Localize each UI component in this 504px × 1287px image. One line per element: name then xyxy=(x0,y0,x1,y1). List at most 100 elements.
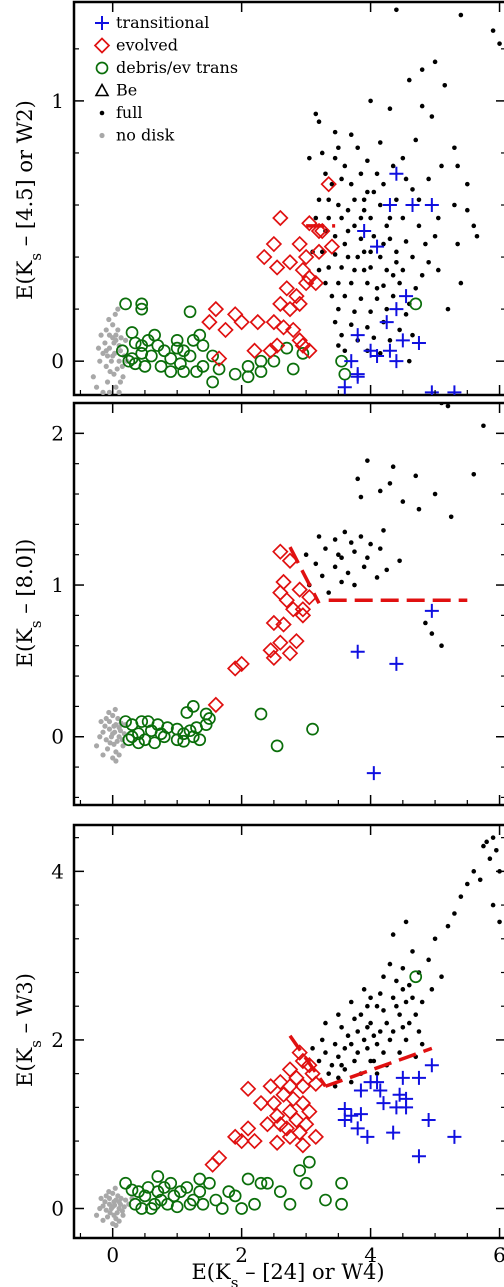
point-full-bottom-58 xyxy=(352,1058,357,1064)
x-axis-label-sub: s xyxy=(231,1274,239,1287)
point-full-top-65 xyxy=(332,252,338,257)
point-evolved-bottom-31 xyxy=(204,1156,221,1173)
point-full-top-16 xyxy=(377,140,383,145)
point-debris-middle-29 xyxy=(190,721,203,734)
point-full-top-135 xyxy=(365,158,370,164)
point-nodisk-top-3 xyxy=(116,358,122,364)
point-evolved-bottom-8 xyxy=(239,1080,257,1098)
point-evolved-bottom-16 xyxy=(294,1094,312,1112)
legend-marker-nodisk xyxy=(99,132,105,139)
point-full-top-27 xyxy=(439,163,444,169)
point-full-middle-15 xyxy=(448,514,454,520)
point-debris-top-12 xyxy=(154,360,168,373)
point-nodisk-top-23 xyxy=(103,327,109,333)
point-full-top-79 xyxy=(435,267,441,273)
point-full-middle-39 xyxy=(429,631,435,636)
point-evolved-top-12 xyxy=(301,269,318,287)
point-nodisk-middle-0 xyxy=(106,726,113,732)
point-transitional-top-13 xyxy=(382,343,397,358)
point-transitional-top-19 xyxy=(424,385,439,395)
point-evolved-bottom-17 xyxy=(301,1103,318,1120)
point-full-middle-34 xyxy=(339,579,344,585)
point-full-top-32 xyxy=(365,189,370,195)
legend-marker-transitional xyxy=(95,16,109,30)
point-full-bottom-39 xyxy=(384,1020,390,1026)
point-debris-top-40 xyxy=(338,367,352,381)
point-full-top-138 xyxy=(371,189,377,195)
point-full-top-110 xyxy=(377,351,383,356)
point-full-top-10 xyxy=(419,103,425,109)
point-evolved-bottom-33 xyxy=(294,1137,312,1154)
point-full-top-50 xyxy=(368,215,373,221)
point-debris-middle-0 xyxy=(119,715,132,728)
point-debris-bottom-8 xyxy=(154,1193,168,1207)
point-full-top-19 xyxy=(355,145,361,151)
point-full-top-42 xyxy=(394,197,399,203)
point-debris-top-45 xyxy=(164,365,178,378)
legend-label-evolved: evolved xyxy=(116,36,178,55)
point-nodisk-top-12 xyxy=(104,379,111,385)
point-evolved-bottom-21 xyxy=(288,1111,305,1129)
point-full-top-112 xyxy=(406,358,412,364)
point-full-top-58 xyxy=(358,236,364,242)
point-full-top-66 xyxy=(345,254,351,260)
point-full-bottom-40 xyxy=(400,1024,406,1030)
point-evolved-middle-13 xyxy=(233,655,250,673)
point-debris-bottom-23 xyxy=(228,1189,242,1203)
point-full-middle-21 xyxy=(368,541,373,547)
point-transitional-bottom-8 xyxy=(353,1107,368,1122)
point-full-top-21 xyxy=(452,145,457,151)
point-transitional-bottom-17 xyxy=(447,1129,462,1144)
point-full-top-2 xyxy=(490,28,496,33)
point-full-middle-25 xyxy=(365,555,370,561)
point-full-top-72 xyxy=(326,265,331,270)
point-full-middle-22 xyxy=(323,546,328,551)
legend-item-evolved: evolved xyxy=(93,36,178,55)
point-full-bottom-15 xyxy=(390,932,396,937)
point-full-bottom-7 xyxy=(477,877,483,883)
point-nodisk-top-29 xyxy=(106,316,112,323)
point-full-bottom-29 xyxy=(403,999,409,1005)
point-full-top-114 xyxy=(458,280,464,286)
point-full-bottom-54 xyxy=(397,1050,402,1055)
point-transitional-top-6 xyxy=(389,302,404,317)
point-evolved-top-27 xyxy=(226,306,244,323)
point-full-top-99 xyxy=(348,322,354,328)
point-debris-bottom-14 xyxy=(174,1185,187,1198)
y-axis-label-top-main: E(K xyxy=(13,260,37,300)
point-debris-top-2 xyxy=(135,302,149,316)
point-evolved-bottom-13 xyxy=(285,1090,302,1108)
plot-frame-bottom xyxy=(72,823,504,1240)
point-evolved-top-5 xyxy=(291,235,308,253)
point-full-top-90 xyxy=(374,296,380,302)
point-full-bottom-71 xyxy=(390,1029,396,1034)
point-evolved-bottom-25 xyxy=(226,1128,244,1146)
point-full-top-108 xyxy=(342,348,348,354)
point-full-bottom-47 xyxy=(403,1037,409,1043)
point-nodisk-top-22 xyxy=(118,335,124,341)
point-full-middle-44 xyxy=(384,567,390,573)
point-full-top-125 xyxy=(361,267,367,273)
point-full-middle-2 xyxy=(445,403,451,409)
point-evolved-top-28 xyxy=(233,313,250,331)
point-nodisk-bottom-32 xyxy=(98,1195,104,1201)
point-full-middle-0 xyxy=(439,403,444,406)
x-tick-label-2: 4 xyxy=(364,1243,377,1267)
panel-top: 0 1 transitional evolved debris/ev trans Be f… xyxy=(13,0,504,397)
point-debris-bottom-26 xyxy=(261,1176,274,1190)
legend-label-debris: debris/ev trans xyxy=(116,58,238,77)
point-evolved-top-10 xyxy=(294,261,312,279)
point-debris-top-1 xyxy=(135,297,149,311)
point-debris-top-41 xyxy=(409,297,423,311)
point-full-middle-31 xyxy=(361,564,367,570)
point-evolved-top-32 xyxy=(210,350,228,367)
point-full-top-67 xyxy=(361,249,367,255)
point-full-bottom-51 xyxy=(348,1041,354,1047)
point-full-top-49 xyxy=(352,223,357,229)
point-full-top-33 xyxy=(381,181,386,187)
point-full-top-77 xyxy=(400,267,406,273)
point-debris-middle-2 xyxy=(135,715,149,728)
point-evolved-top-29 xyxy=(249,313,266,331)
plot-frame-top xyxy=(72,0,504,397)
point-full-bottom-22 xyxy=(381,974,386,980)
